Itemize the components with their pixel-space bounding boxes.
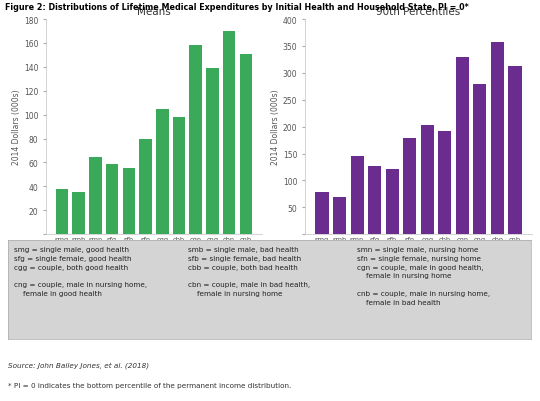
Text: smb = single male, bad health
sfb = single female, bad health
cbb = couple, both: smb = single male, bad health sfb = sing… xyxy=(188,247,310,296)
Bar xyxy=(491,43,504,235)
Text: * PI = 0 indicates the bottom percentile of the permanent income distribution.: * PI = 0 indicates the bottom percentile… xyxy=(8,382,292,388)
Bar xyxy=(206,69,219,235)
Text: smg = single male, good health
sfg = single female, good health
cgg = couple, bo: smg = single male, good health sfg = sin… xyxy=(15,247,147,296)
Text: Figure 2: Distributions of Lifetime Medical Expenditures by Initial Health and H: Figure 2: Distributions of Lifetime Medi… xyxy=(5,3,469,12)
Bar xyxy=(223,32,235,235)
Bar xyxy=(315,193,328,235)
Bar xyxy=(156,109,168,235)
X-axis label: Household State at Age 70: Household State at Age 70 xyxy=(103,246,205,255)
Bar xyxy=(403,139,416,235)
Y-axis label: 2014 Dollars (000s): 2014 Dollars (000s) xyxy=(271,89,280,165)
Bar xyxy=(72,193,85,235)
Bar xyxy=(106,164,118,235)
Bar xyxy=(190,46,202,235)
Bar xyxy=(240,55,252,235)
Bar xyxy=(350,157,363,235)
Text: smn = single male, nursing home
sfn = single female, nursing home
cgn = couple, : smn = single male, nursing home sfn = si… xyxy=(357,247,490,305)
Text: Source: John Bailey Jones, et al. (2018): Source: John Bailey Jones, et al. (2018) xyxy=(8,362,149,368)
Bar xyxy=(333,197,346,235)
Bar xyxy=(139,139,152,235)
Bar xyxy=(56,189,68,235)
Bar xyxy=(421,126,434,235)
Bar xyxy=(123,169,135,235)
Bar xyxy=(456,58,469,235)
Bar xyxy=(368,166,381,235)
Bar xyxy=(509,67,522,235)
Bar xyxy=(173,118,185,235)
Bar xyxy=(474,85,487,235)
Y-axis label: 2014 Dollars (000s): 2014 Dollars (000s) xyxy=(12,89,21,165)
Bar xyxy=(89,157,102,235)
Bar xyxy=(386,170,399,235)
X-axis label: Household State at Age 70: Household State at Age 70 xyxy=(367,246,470,255)
Title: Means: Means xyxy=(137,6,171,16)
Bar xyxy=(438,132,451,235)
Title: 90th Percentiles: 90th Percentiles xyxy=(376,6,461,16)
